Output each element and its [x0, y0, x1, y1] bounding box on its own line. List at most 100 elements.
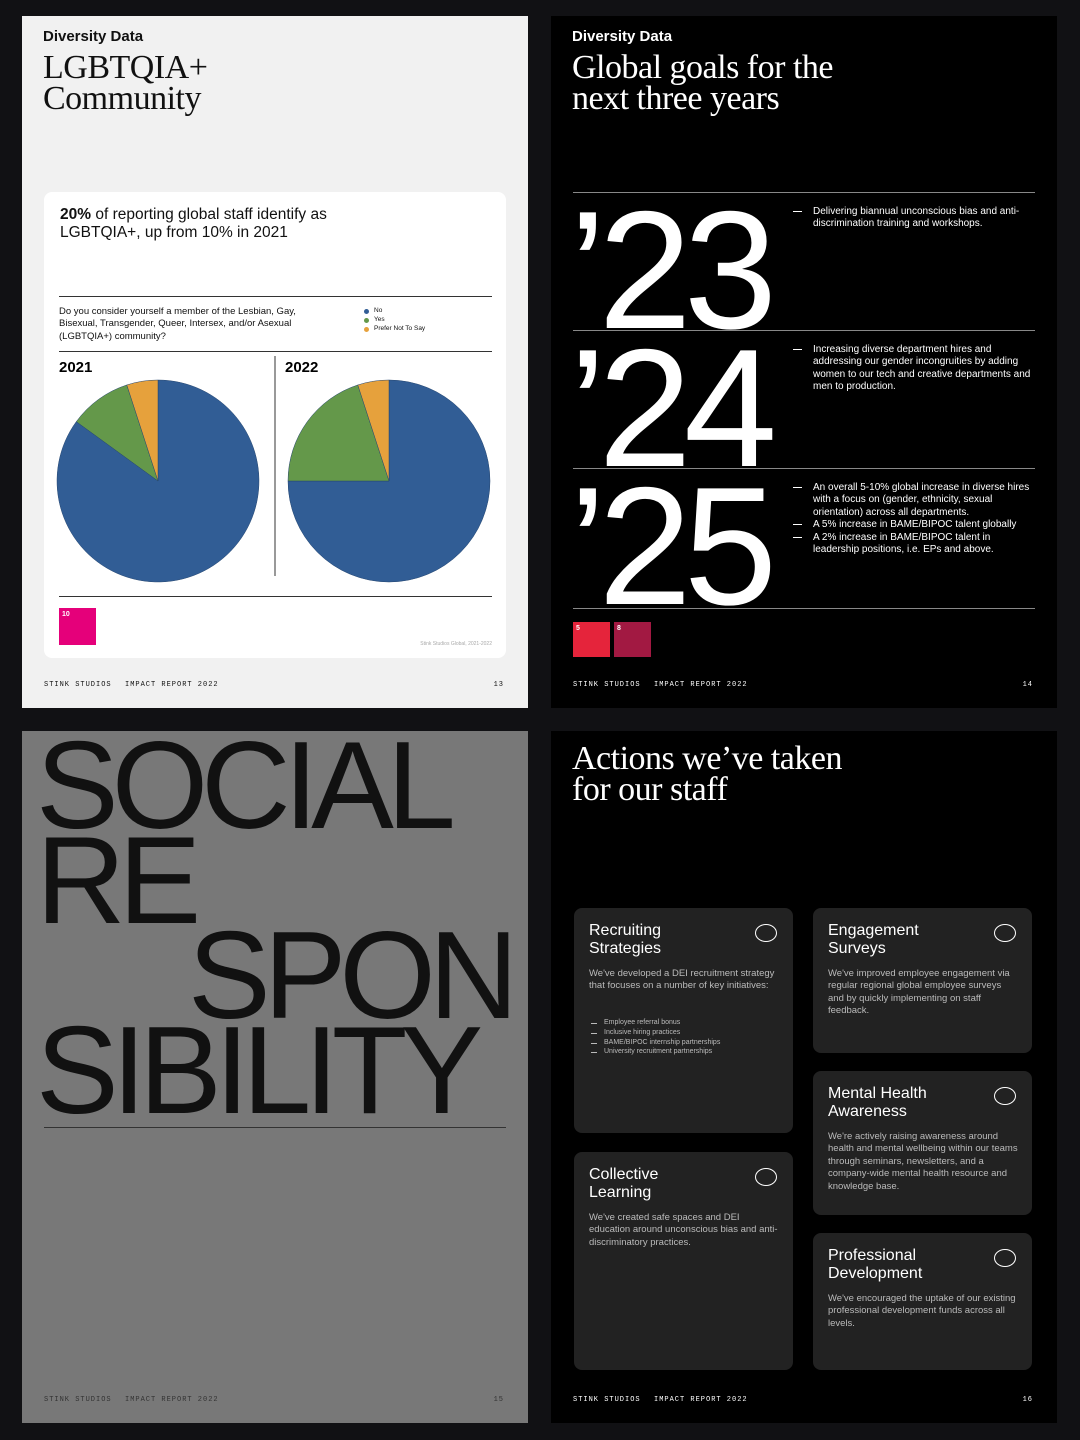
- pie-charts: 2021 2022: [56, 356, 491, 583]
- sdg-badge: 5: [573, 622, 610, 657]
- card-icon: [994, 924, 1016, 942]
- card-title-line: Recruiting: [589, 922, 662, 939]
- card-title-line: Learning: [589, 1184, 652, 1201]
- card-title-line: Surveys: [828, 940, 886, 957]
- headline-text: of reporting global staff identify as LG…: [60, 206, 327, 241]
- footer-brand: STINK STUDIOS: [44, 1396, 112, 1404]
- card-title-line: Collective: [589, 1166, 659, 1183]
- title-line: Actions we’ve taken: [572, 740, 842, 777]
- action-card: Recruiting Strategies We've developed a DE…: [574, 908, 793, 1133]
- goal-item: An overall 5-10% global increase in dive…: [793, 482, 1030, 518]
- legend-swatch: [364, 318, 369, 323]
- card-list-item: University recruitment partnerships: [590, 1048, 713, 1056]
- page-number: 16: [1022, 1396, 1033, 1404]
- headline: 20% of reporting global staff identify a…: [60, 206, 350, 242]
- card-list-item: Inclusive hiring practices: [590, 1028, 681, 1036]
- page-13: Diversity Data LGBTQIA+ Community 20% of …: [22, 16, 528, 708]
- pie-slice: [357, 379, 390, 482]
- card-body: We've developed a DEI recruitment strate…: [589, 968, 775, 992]
- footer-report: IMPACT REPORT 2022: [125, 1396, 219, 1404]
- card-title: Engagement Surveys: [828, 922, 919, 958]
- year: ’23: [569, 176, 777, 364]
- page-number: 14: [1022, 681, 1033, 689]
- chart-card: 20% of reporting global staff identify a…: [44, 192, 506, 658]
- card-body: We've improved employee engagement via r…: [828, 968, 1010, 1017]
- badge-number: 10: [62, 611, 70, 618]
- card-title-line: Engagement: [828, 922, 919, 939]
- title-line: Community: [43, 80, 201, 117]
- goal-item: Delivering biannual unconscious bias and…: [793, 206, 1031, 231]
- action-card: Collective Learning We've created safe spa…: [574, 1152, 793, 1370]
- goal-item: A 5% increase in BAME/BIPOC talent globa…: [793, 519, 1031, 531]
- footer-brand: STINK STUDIOS: [573, 681, 641, 689]
- pie-title: 2022: [285, 359, 318, 376]
- footer-brand: STINK STUDIOS: [44, 681, 112, 689]
- pie-title: 2021: [59, 359, 92, 376]
- goal-items: An overall 5-10% global increase in dive…: [793, 482, 1031, 556]
- card-list-item: BAME/BIPOC internship partnerships: [590, 1038, 721, 1046]
- legend-entry: No: [364, 307, 484, 316]
- title-line: for our staff: [572, 771, 728, 808]
- big-word: RE: [36, 812, 201, 950]
- goal-item: Increasing diverse department hires and …: [793, 344, 1031, 393]
- footer-report: IMPACT REPORT 2022: [654, 1396, 748, 1404]
- legend-swatch: [364, 327, 369, 332]
- card-body: We're actively raising awareness around …: [828, 1131, 1018, 1192]
- card-title: Mental Health Awareness: [828, 1085, 927, 1121]
- badge-number: 8: [617, 625, 621, 632]
- legend-label: Prefer Not To Say: [374, 325, 426, 332]
- rule: [573, 468, 1035, 469]
- headline-bold: 20%: [60, 206, 92, 223]
- action-card: Professional Development We've encouraged …: [813, 1233, 1032, 1370]
- card-body: We've created safe spaces and DEI educat…: [589, 1212, 778, 1248]
- legend-label: Yes: [374, 316, 385, 323]
- section-label: Diversity Data: [572, 28, 673, 45]
- sdg-badge: 10: [59, 608, 96, 645]
- rule: [573, 608, 1035, 609]
- title: Global goals for the next three years: [572, 49, 834, 117]
- rule: [573, 192, 1035, 193]
- card-title-line: Strategies: [589, 940, 662, 957]
- card-icon: [994, 1249, 1016, 1267]
- card-title: Collective Learning: [589, 1166, 658, 1202]
- legend-entry: Prefer Not To Say: [364, 325, 484, 334]
- title-line: Global goals for the: [572, 49, 834, 86]
- rule: [44, 1127, 506, 1128]
- action-card: Engagement Surveys We've improved employee…: [813, 908, 1032, 1053]
- big-word: SPON: [188, 907, 518, 1045]
- card-list-item: Employee referral bonus: [590, 1019, 681, 1026]
- card-title-line: Awareness: [828, 1103, 907, 1120]
- card-title: Recruiting Strategies: [589, 922, 661, 958]
- page-number: 13: [493, 681, 504, 689]
- pie-slice: [287, 384, 390, 482]
- question: Do you consider yourself a member of the…: [59, 306, 296, 342]
- footer-brand: STINK STUDIOS: [573, 1396, 641, 1404]
- footer-report: IMPACT REPORT 2022: [654, 681, 748, 689]
- big-word: SOCIAL: [36, 731, 456, 855]
- title-line: LGBTQIA+: [43, 49, 208, 86]
- goal-items: Delivering biannual unconscious bias and…: [793, 206, 1031, 231]
- legend-label: No: [374, 307, 383, 314]
- card-title-line: Mental Health: [828, 1085, 927, 1102]
- title-line: next three years: [572, 80, 780, 117]
- goal-items: Increasing diverse department hires and …: [793, 344, 1031, 394]
- action-card: Mental Health Awareness We're actively rai…: [813, 1071, 1032, 1215]
- pie-slice: [126, 379, 159, 482]
- legend-entry: Yes: [364, 316, 484, 325]
- rule: [573, 330, 1035, 331]
- year: ’25: [569, 452, 777, 640]
- page-number: 15: [493, 1396, 504, 1404]
- footer-report: IMPACT REPORT 2022: [125, 681, 219, 689]
- rule: [59, 596, 492, 597]
- card-icon: [755, 924, 777, 942]
- card-body: We've encouraged the uptake of our exist…: [828, 1293, 1016, 1329]
- section-label: Diversity Data: [43, 28, 144, 45]
- title: Actions we’ve taken for our staff: [572, 740, 842, 808]
- rule: [59, 351, 492, 352]
- page-15: SOCIAL RE SPON SIBILITY STINK STUDIOS IM…: [22, 731, 528, 1423]
- year: ’24: [569, 314, 777, 502]
- page-14: Diversity Data Global goals for the next …: [551, 16, 1057, 708]
- card-title-line: Development: [828, 1265, 923, 1282]
- page-16: Actions we’ve taken for our staff Recruit…: [551, 731, 1057, 1423]
